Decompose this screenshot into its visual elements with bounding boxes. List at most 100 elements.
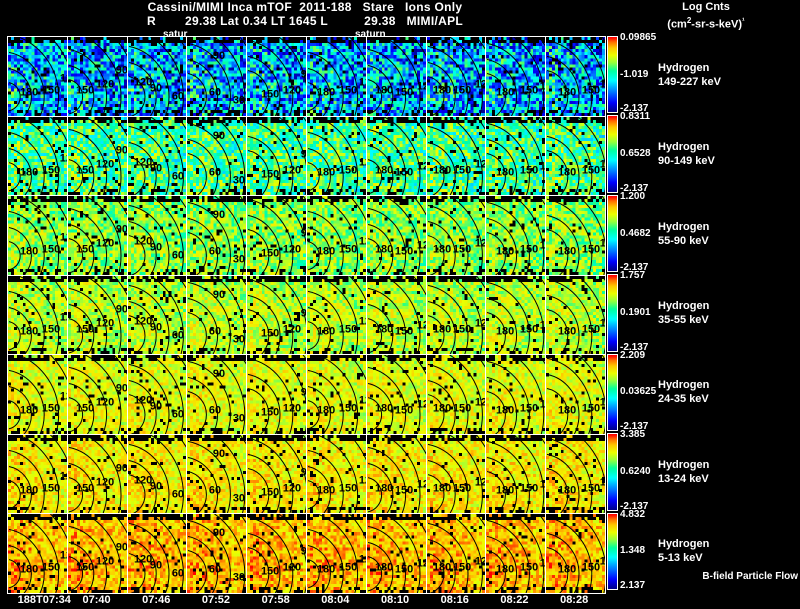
spectrogram-panel[interactable]: 120 90 60 <box>127 275 187 355</box>
spectrogram-panel[interactable]: 90 60 30 <box>187 196 247 275</box>
colorbar[interactable] <box>607 194 618 273</box>
units-denominator: (cm2-sr-s-keV)¹ <box>616 14 796 32</box>
colorbar-tick-min: -2.137 <box>620 341 649 353</box>
row-species-label: Hydrogen 5-13 keV <box>658 537 709 565</box>
colorbar[interactable] <box>607 353 618 432</box>
colorbar-tick-mid: -1.019 <box>620 68 649 80</box>
row-species-name: Hydrogen <box>658 61 710 74</box>
colorbar[interactable] <box>607 115 618 193</box>
colorbar[interactable] <box>607 433 618 511</box>
spectrogram-panel[interactable]: 90 60 30 <box>187 434 247 514</box>
spectrogram-panel[interactable]: 90 60 30 <box>187 37 247 116</box>
panel-pixel-data <box>127 514 187 593</box>
time-axis-tick: 188T07:34 <box>17 594 71 606</box>
spectrogram-panel[interactable]: 120 90 60 <box>127 37 187 116</box>
spectrogram-panel-grid[interactable]: 1801501201501209012090609060301501209018… <box>7 36 606 594</box>
colorbar-gradient <box>608 37 617 113</box>
panel-pixel-data <box>366 514 426 593</box>
row-species-label: Hydrogen 55-90 keV <box>658 220 709 248</box>
panel-pixel-data <box>426 355 486 434</box>
spectrogram-panel[interactable]: 120 90 60 <box>127 355 187 434</box>
panel-pixel-data <box>127 116 187 196</box>
spectrogram-panel[interactable]: 90 60 30 <box>187 355 247 434</box>
panel-pixel-data <box>306 37 366 116</box>
colorbar[interactable] <box>607 512 618 590</box>
colorbar-gradient <box>608 513 617 589</box>
spectrogram-panel[interactable]: 90 60 30 <box>187 514 247 593</box>
colorbar[interactable] <box>607 274 618 352</box>
panel-pixel-data <box>8 116 67 196</box>
spectrogram-panel[interactable]: 120 90 60 <box>127 514 187 593</box>
spectrogram-panel[interactable]: 120 90 60 <box>127 434 187 514</box>
row-species-label: Hydrogen 24-35 keV <box>658 378 709 406</box>
spectrogram-panel[interactable]: 90 60 30 <box>187 275 247 355</box>
spectrogram-panel[interactable]: 120 90 60 <box>127 196 187 275</box>
panel-pixel-data <box>366 434 426 514</box>
colorbar[interactable] <box>607 36 618 114</box>
colorbar-gradient <box>608 195 617 272</box>
units-superscript-2: 2 <box>686 16 692 25</box>
panel-pixel-data <box>127 434 187 514</box>
spectrogram-panel[interactable]: 90 60 30 <box>187 116 247 196</box>
panel-pixel-data <box>306 196 366 275</box>
colorbar-units-label: Log Cnts (cm2-sr-s-keV)¹ <box>616 1 796 32</box>
spectrogram-panel[interactable]: 120 90 60 <box>127 116 187 196</box>
